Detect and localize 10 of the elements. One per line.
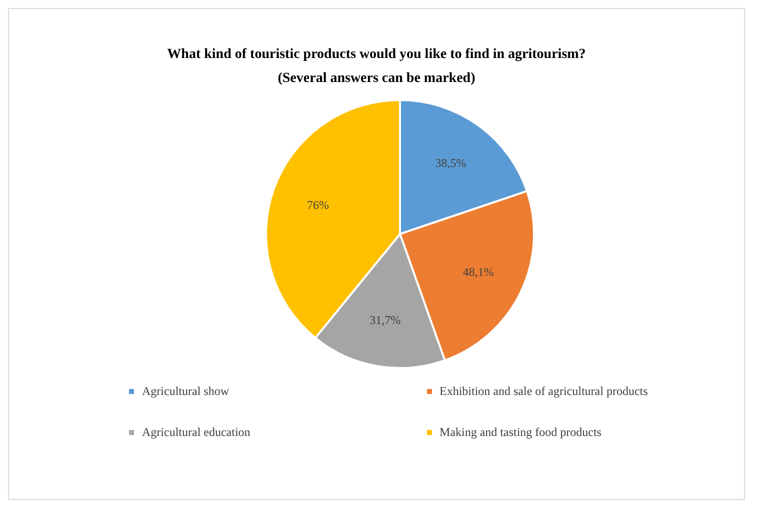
- data-label: 48,1%: [462, 265, 494, 280]
- legend-label: Exhibition and sale of agricultural products: [440, 384, 648, 399]
- legend-label: Agricultural show: [142, 384, 229, 399]
- chart-subtitle: (Several answers can be marked): [276, 71, 476, 87]
- data-label: 31,7%: [370, 312, 401, 327]
- legend-label: Making and tasting food products: [440, 425, 602, 440]
- legend-label: Agricultural education: [142, 425, 250, 440]
- chart-title: What kind of touristic products would you like to find in agritourism?: [166, 47, 587, 63]
- data-label: 76%: [306, 198, 329, 212]
- data-label: 38,5%: [435, 156, 466, 170]
